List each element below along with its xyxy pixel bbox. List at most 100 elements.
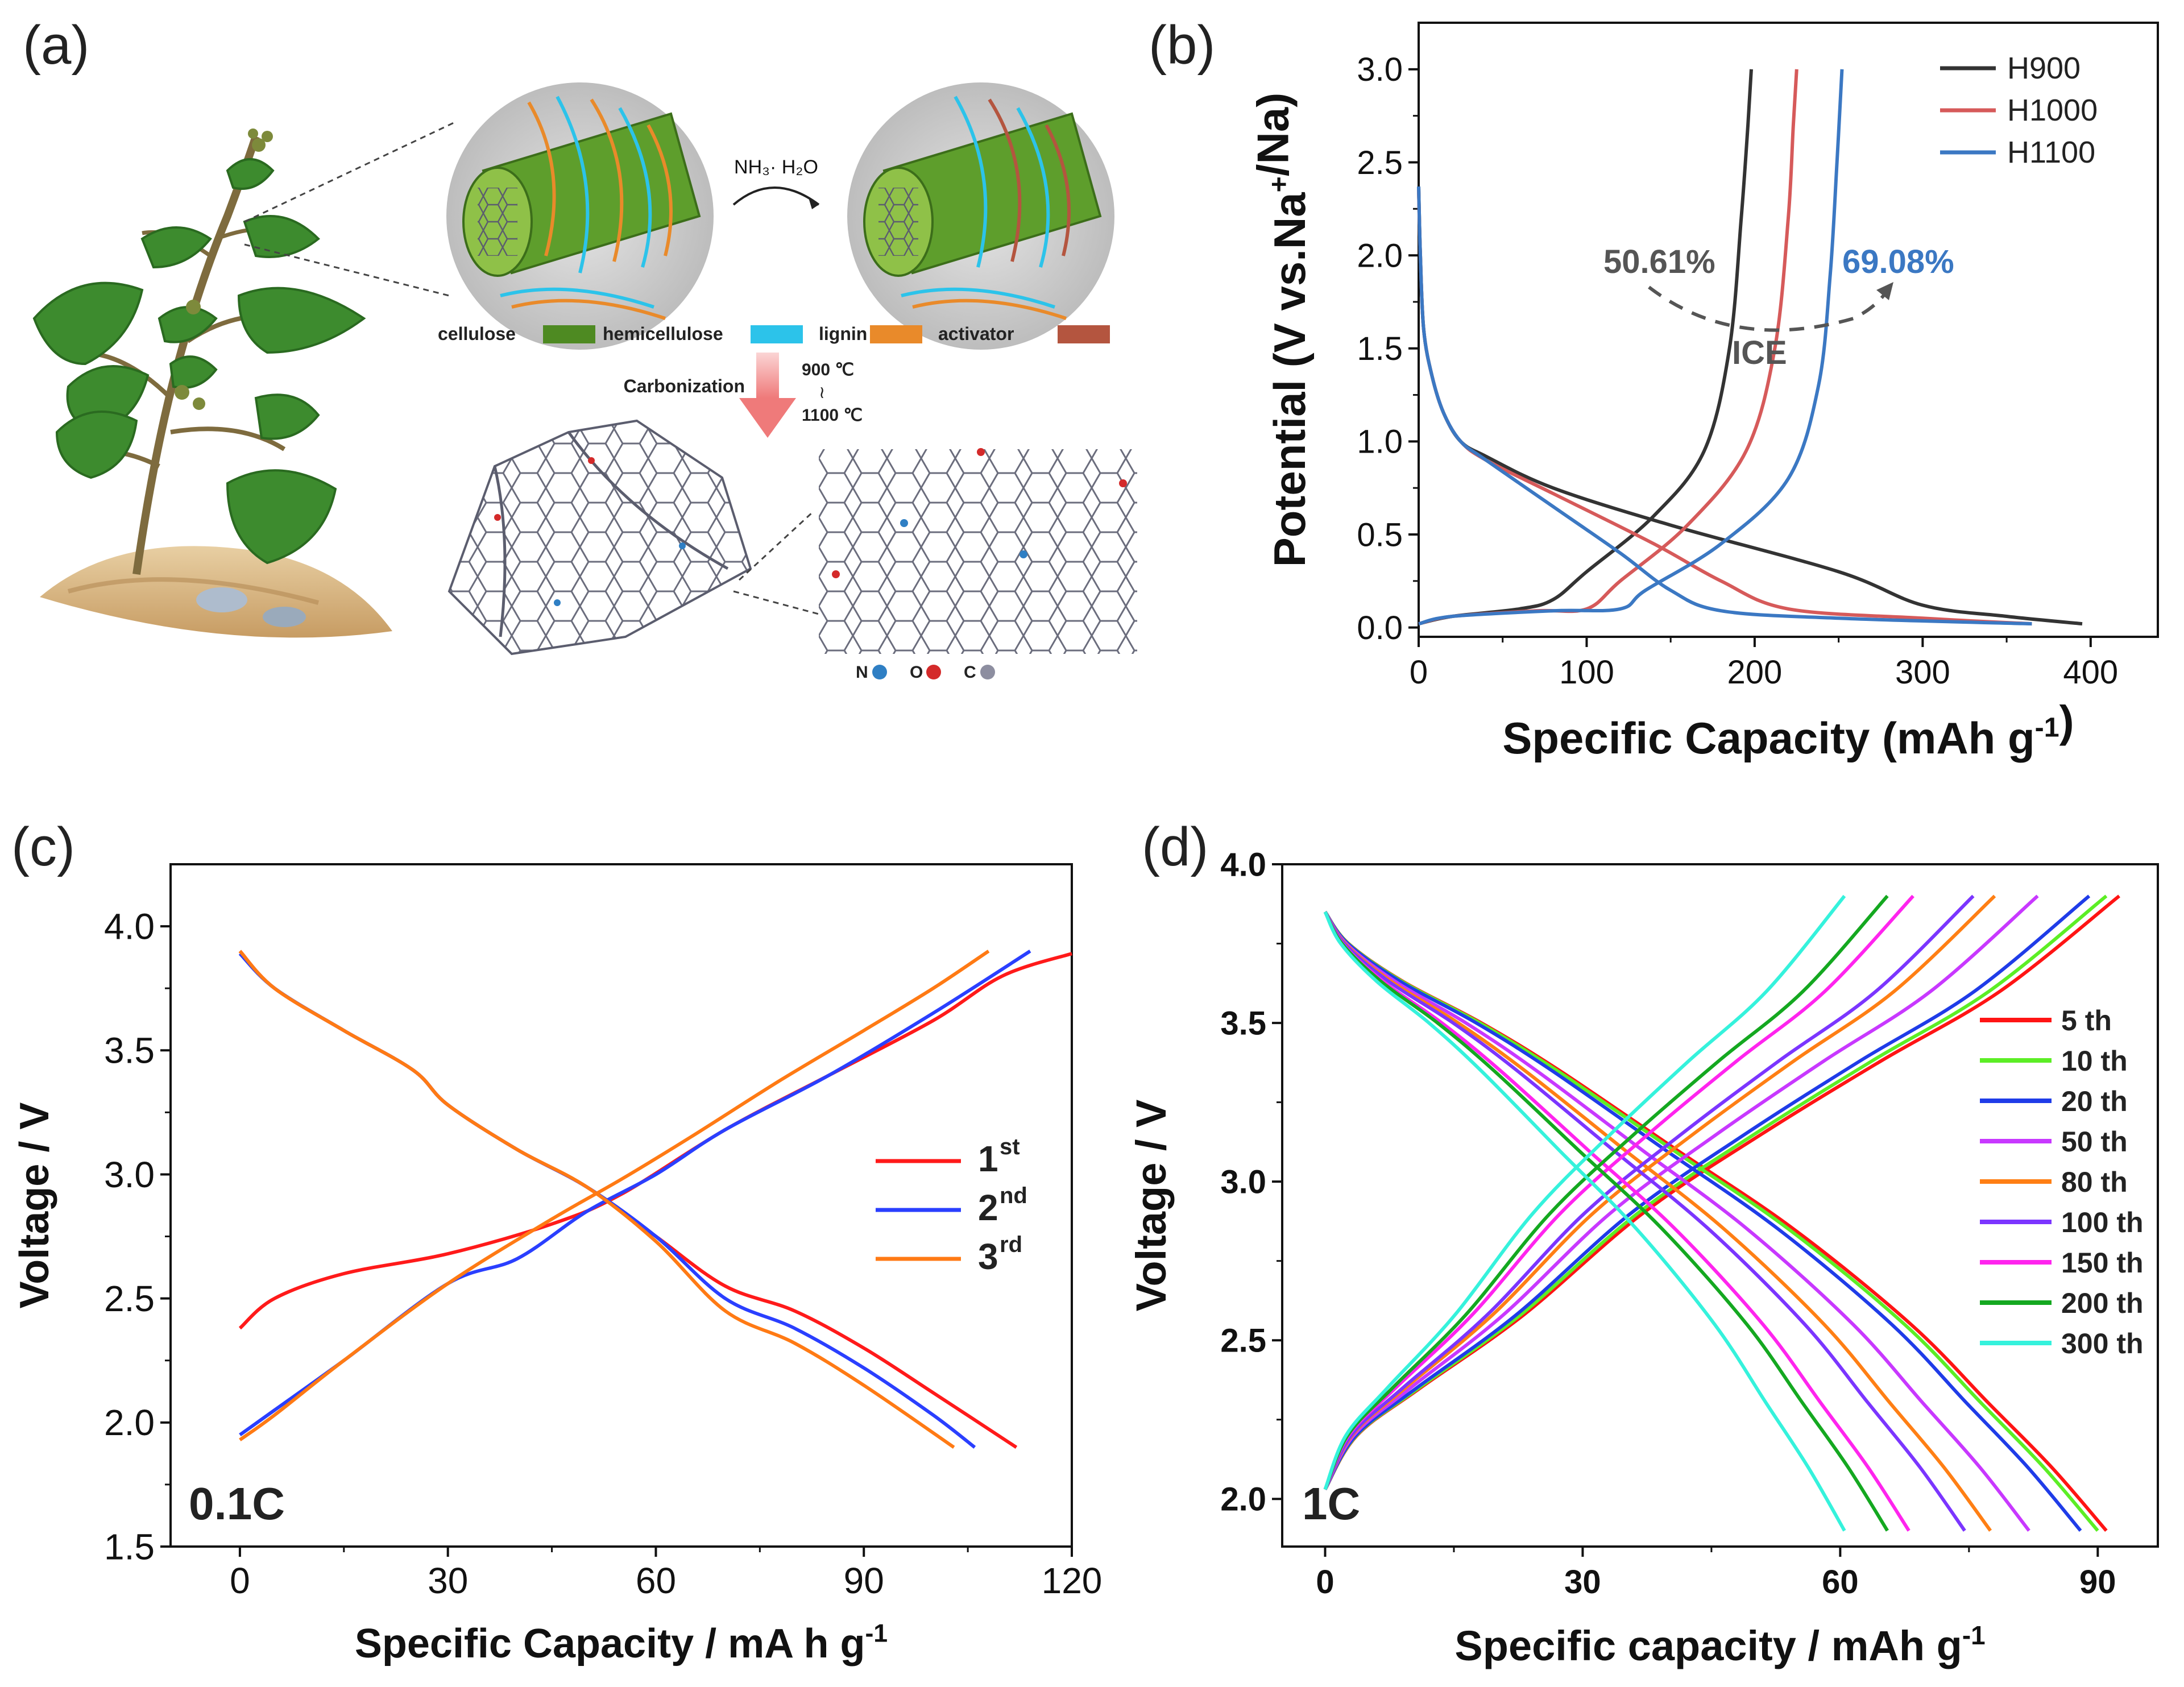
- x-axis-label: Specific Capacity / mA h g-1: [355, 1620, 888, 1667]
- plant-illustration: [32, 129, 392, 638]
- x-tick-label: 60: [1822, 1564, 1859, 1601]
- legend-label: 2: [978, 1187, 998, 1228]
- ice-arrowhead: [1876, 282, 1893, 300]
- fiber-circle-before: [446, 82, 714, 350]
- leaf: [32, 281, 144, 366]
- panel-c-letter: (c): [11, 816, 75, 877]
- reagent-arrow: NH₃· H₂O: [732, 156, 820, 209]
- x-tick-label: 400: [2063, 654, 2118, 691]
- seed-cluster: [252, 138, 266, 152]
- x-axis-label: Specific capacity / mAh g-1: [1454, 1620, 1985, 1669]
- ice-annotation-center: ICE: [1732, 334, 1787, 371]
- leaf: [243, 215, 320, 258]
- leaf: [140, 226, 212, 269]
- temp-high-label: 900 ℃: [802, 360, 854, 379]
- series-10th-charge: [1323, 894, 2108, 1490]
- fiber-circle-after: [847, 82, 1114, 350]
- y-tick-label: 3.0: [104, 1154, 155, 1195]
- x-tick-label: 100: [1559, 654, 1614, 691]
- pebble: [196, 587, 247, 612]
- legend-label: 300 th: [2061, 1328, 2144, 1359]
- temp-separator: ≀: [819, 383, 825, 402]
- legend-label: 5 th: [2061, 1005, 2112, 1037]
- y-tick-label: 3.0: [1357, 51, 1403, 88]
- fiber-legend-label: lignin: [819, 324, 867, 344]
- y-tick-label: 4.0: [1220, 846, 1266, 883]
- x-tick-label: 90: [2079, 1564, 2116, 1601]
- series-20th-discharge: [1323, 910, 2082, 1532]
- x-tick-label: 0: [1410, 654, 1428, 691]
- plot-frame: [1418, 22, 2159, 638]
- series-20th-charge: [1323, 894, 2091, 1490]
- y-tick-label: 0.0: [1357, 610, 1403, 646]
- series-H1100-charge: [1418, 69, 1844, 626]
- legend-label-suffix: rd: [1000, 1232, 1022, 1257]
- series-50th-charge: [1323, 894, 2039, 1490]
- x-tick-label: 0: [1316, 1564, 1334, 1601]
- x-tick-label: 30: [428, 1560, 468, 1601]
- panel-a-letter: (a): [23, 15, 89, 76]
- carbon-structure-3d: [447, 419, 752, 656]
- zoom-line: [244, 121, 455, 223]
- series-2nd-charge: [239, 950, 1031, 1437]
- fiber-legend-label: hemicellulose: [603, 324, 723, 344]
- legend-label: H1000: [2007, 93, 2098, 127]
- x-tick-label: 60: [636, 1560, 676, 1601]
- y-tick-label: 2.5: [1220, 1323, 1266, 1359]
- panel-b-letter: (b): [1149, 15, 1215, 76]
- rate-label: 1C: [1302, 1478, 1360, 1529]
- fiber-legend-label: activator: [938, 324, 1014, 344]
- x-axis-label: Specific Capacity (mAh g-1): [1502, 696, 2074, 763]
- leaf: [55, 411, 138, 479]
- seed-cluster: [193, 397, 205, 410]
- atom-legend-dot: [980, 665, 995, 679]
- ice-dashed-arrow: [1648, 285, 1889, 332]
- ice-annotation-right: 69.08%: [1842, 243, 1954, 280]
- pebble: [263, 607, 306, 627]
- chart-d: (d) 0 30 60 90 2.0 2.5 3.0 3.5 4.0 Specific capaci…: [1128, 816, 2159, 1669]
- x-tick-label: 0: [230, 1560, 250, 1601]
- x-tick-label: 300: [1895, 654, 1950, 691]
- x-tick-label: 90: [844, 1560, 884, 1601]
- y-tick-label: 0.5: [1357, 516, 1403, 553]
- y-tick-label: 2.5: [1357, 144, 1403, 181]
- legend-label: 50 th: [2061, 1126, 2128, 1158]
- atom-legend-dot: [872, 665, 887, 679]
- y-tick-label: 1.5: [104, 1526, 155, 1567]
- series-3rd-charge: [239, 950, 990, 1441]
- y-tick-label: 2.5: [104, 1278, 155, 1319]
- series-200th-discharge: [1323, 911, 1889, 1532]
- plot-frame: [169, 863, 1073, 1548]
- rate-label: 0.1C: [189, 1478, 285, 1529]
- zoom-line: [733, 590, 819, 615]
- ice-annotation-left: 50.61%: [1603, 243, 1715, 280]
- zoom-line: [244, 243, 450, 297]
- process-label: Carbonization: [624, 376, 745, 396]
- chart-b: (b) 0 100 200 300 400 0.0 0.5 1.0 1.5 2.0 2.5 3.0 Spe…: [1149, 15, 2159, 763]
- series-300th-charge: [1323, 894, 1846, 1490]
- legend-label: H900: [2007, 51, 2081, 85]
- graphene-lattice: [819, 448, 1137, 654]
- legend-label-suffix: st: [1000, 1134, 1020, 1159]
- fiber-legend-swatch: [751, 325, 803, 343]
- series-3rd-discharge: [238, 950, 955, 1449]
- fiber-legend-swatch: [870, 325, 922, 343]
- leaf: [226, 469, 337, 565]
- y-tick-label: 3.0: [1220, 1163, 1266, 1200]
- legend-label: 20 th: [2061, 1085, 2128, 1117]
- leaf: [158, 306, 218, 343]
- legend-label: 100 th: [2061, 1207, 2144, 1238]
- seed-cluster: [175, 385, 189, 400]
- x-tick-label: 30: [1564, 1564, 1601, 1601]
- legend-label: 150 th: [2061, 1247, 2144, 1279]
- temp-low-label: 1100 ℃: [802, 406, 863, 425]
- x-tick-label: 200: [1727, 654, 1783, 691]
- series-100th-discharge: [1323, 911, 1966, 1532]
- legend-label: 3: [978, 1236, 998, 1277]
- fiber-legend: cellulose hemicellulose lignin activator: [438, 324, 1110, 344]
- fiber-legend-swatch: [543, 325, 595, 343]
- carbonization-arrow: Carbonization 900 ℃ ≀ 1100 ℃: [624, 353, 863, 438]
- y-tick-label: 3.5: [104, 1030, 155, 1071]
